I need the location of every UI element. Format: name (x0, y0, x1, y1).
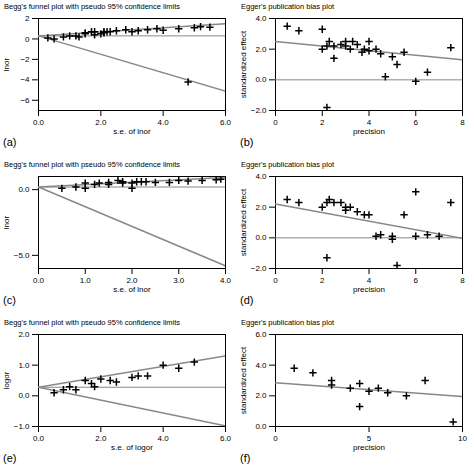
svg-text:s.e. of lnor: s.e. of lnor (113, 127, 151, 136)
svg-text:precision: precision (353, 127, 385, 136)
html-text:(a): (a) (3, 136, 17, 148)
svg-text:0.0: 0.0 (18, 185, 30, 194)
html-text:(f): (f) (240, 452, 251, 464)
svg-text:0: 0 (273, 118, 278, 127)
svg-text:1.0: 1.0 (18, 361, 30, 370)
svg-text:0.0: 0.0 (255, 233, 267, 242)
svg-text:−2: −2 (20, 55, 30, 64)
svg-text:0: 0 (273, 276, 278, 285)
svg-text:1.0: 1.0 (80, 276, 92, 285)
svg-text:5: 5 (366, 434, 372, 444)
svg-text:−4: −4 (20, 75, 30, 84)
html-text:(d): (d) (240, 294, 254, 306)
svg-text:0.0: 0.0 (18, 391, 30, 400)
svg-text:0.0: 0.0 (33, 118, 45, 127)
svg-text:0.0: 0.0 (255, 75, 267, 84)
svg-text:2.0: 2.0 (95, 118, 107, 127)
svg-text:6: 6 (414, 118, 419, 127)
svg-text:logor: logor (2, 371, 11, 389)
svg-text:4: 4 (366, 118, 372, 128)
svg-text:0.0: 0.0 (33, 434, 45, 443)
svg-text:precision: precision (353, 285, 385, 294)
svg-text:standardized effect: standardized effect (239, 188, 248, 256)
svg-text:standardized effect: standardized effect (239, 30, 248, 98)
svg-text:0.0: 0.0 (33, 276, 45, 285)
svg-text:6.0: 6.0 (220, 434, 232, 443)
html-text:(b): (b) (240, 136, 254, 148)
svg-text:−2.0: −2.0 (251, 264, 267, 273)
svg-text:2.0: 2.0 (255, 391, 267, 400)
svg-text:2.0: 2.0 (95, 434, 107, 443)
svg-text:8: 8 (460, 118, 465, 127)
svg-text:4: 4 (366, 276, 372, 286)
html-text:Egger's publication bias plot: Egger's publication bias plot (241, 160, 335, 169)
svg-text:0: 0 (25, 35, 30, 44)
svg-text:precision: precision (353, 443, 385, 452)
svg-text:−5.0: −5.0 (14, 251, 30, 260)
svg-text:standardized effect: standardized effect (239, 346, 248, 414)
svg-text:3.0: 3.0 (173, 276, 185, 285)
svg-text:2.0: 2.0 (18, 330, 30, 339)
svg-text:2: 2 (320, 118, 325, 127)
html-text:Begg's funnel plot with pseudo: Begg's funnel plot with pseudo 95% confi… (4, 318, 181, 327)
svg-text:−6: −6 (20, 96, 30, 105)
svg-text:−2.0: −2.0 (251, 106, 267, 115)
svg-text:4.0: 4.0 (158, 434, 170, 443)
svg-text:6.0: 6.0 (255, 330, 267, 339)
svg-text:2: 2 (320, 276, 325, 285)
svg-text:4.0: 4.0 (255, 361, 267, 370)
svg-text:lnor: lnor (2, 57, 11, 71)
svg-text:10: 10 (458, 434, 467, 443)
html-text:(c): (c) (3, 294, 16, 306)
html-text:Egger's publication bias plot: Egger's publication bias plot (241, 318, 335, 327)
svg-text:−1.0: −1.0 (14, 422, 30, 431)
svg-text:2.0: 2.0 (126, 276, 138, 286)
svg-text:0.0: 0.0 (255, 422, 267, 431)
svg-text:2.0: 2.0 (255, 45, 267, 54)
svg-text:4.0: 4.0 (255, 14, 267, 23)
svg-text:0: 0 (273, 434, 278, 443)
html-text:Egger's publication bias plot: Egger's publication bias plot (241, 2, 335, 11)
html-text:Begg's funnel plot with pseudo: Begg's funnel plot with pseudo 95% confi… (4, 160, 181, 169)
svg-text:6.0: 6.0 (220, 118, 232, 127)
html-text:(e): (e) (3, 452, 17, 464)
svg-text:s.e. of logor: s.e. of logor (111, 443, 153, 452)
svg-text:2.0: 2.0 (255, 203, 267, 212)
svg-text:lnor: lnor (2, 215, 11, 229)
svg-text:s.e. of lnor: s.e. of lnor (113, 285, 151, 294)
svg-text:4.0: 4.0 (255, 172, 267, 181)
svg-text:4.0: 4.0 (158, 118, 170, 127)
svg-text:4.0: 4.0 (220, 276, 232, 285)
svg-text:8: 8 (460, 276, 465, 285)
html-text:Begg's funnel plot with pseudo: Begg's funnel plot with pseudo 95% confi… (4, 2, 181, 11)
svg-text:2: 2 (25, 14, 30, 23)
svg-text:6: 6 (414, 276, 419, 285)
